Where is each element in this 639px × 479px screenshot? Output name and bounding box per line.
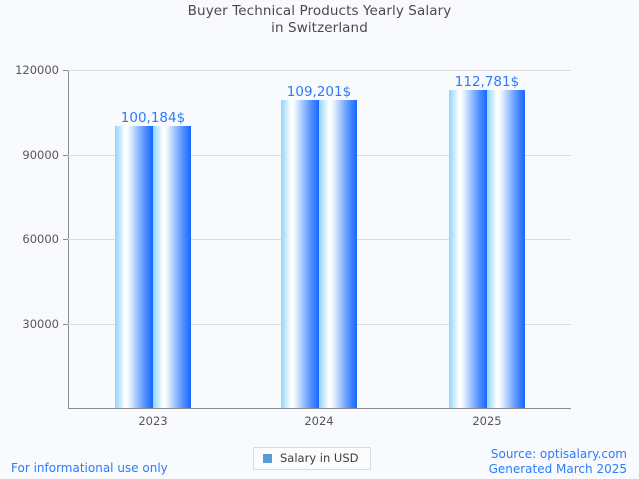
source-credit: Source: optisalary.com Generated March 2… (489, 447, 627, 477)
chart-title-line-1: Buyer Technical Products Yearly Salary (187, 3, 452, 19)
x-tick-label-2025: 2025 (472, 414, 502, 428)
chart-title: Buyer Technical Products Yearly Salary i… (0, 3, 639, 37)
bar-2025[interactable]: 112,781$ (449, 74, 525, 408)
source-text: Source: optisalary.com (490, 447, 627, 461)
legend-item-label: Salary in USD (280, 451, 359, 465)
y-tick-mark-120000 (63, 70, 68, 71)
y-tick-mark-90000 (63, 154, 68, 156)
y-tick-mark-60000 (63, 239, 68, 240)
plot-area: 120000 90000 60000 30000 100,184$ 109,20… (15, 63, 571, 408)
legend-swatch-icon (263, 453, 272, 463)
y-tick-mark-30000 (63, 323, 68, 325)
bar-2024[interactable]: 109,201$ (281, 84, 357, 408)
disclaimer-text: For informational use only (11, 461, 168, 475)
x-tick-label-2023: 2023 (138, 414, 168, 428)
chart-title-line-2: in Switzerland (271, 20, 368, 36)
x-axis-line (68, 408, 571, 409)
generated-date-text: Generated March 2025 (488, 462, 627, 476)
bar-value-2024: 109,201$ (286, 84, 352, 101)
y-tick-label-90000: 90000 (22, 147, 59, 162)
bar-2023[interactable]: 100,184$ (115, 110, 191, 408)
y-tick-label-120000: 120000 (15, 63, 59, 77)
y-tick-label-30000: 30000 (22, 316, 59, 331)
gridline-120000: 120000 (15, 63, 571, 77)
y-tick-label-60000: 60000 (22, 232, 59, 246)
x-tick-label-2024: 2024 (304, 414, 334, 428)
chart-legend[interactable]: Salary in USD (253, 447, 371, 470)
bar-value-2023: 100,184$ (120, 109, 186, 126)
bar-value-2025: 112,781$ (454, 74, 520, 91)
